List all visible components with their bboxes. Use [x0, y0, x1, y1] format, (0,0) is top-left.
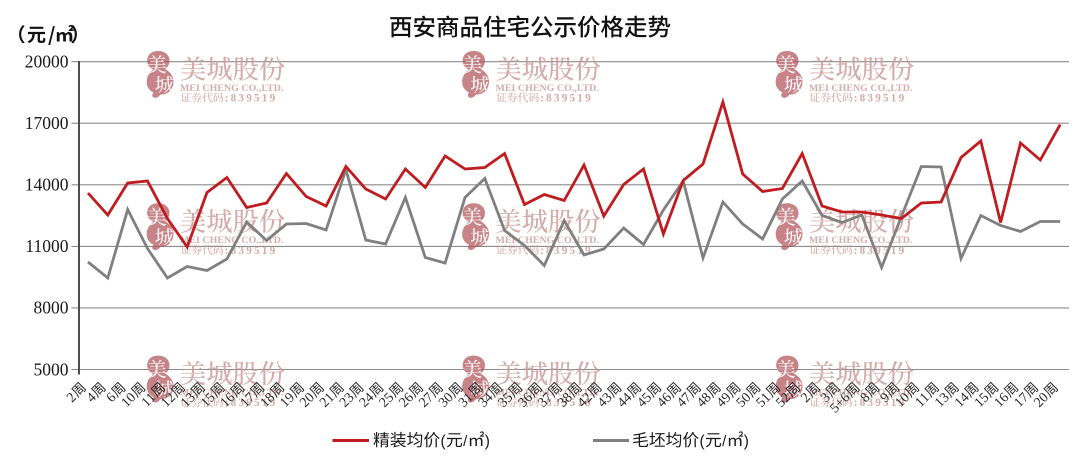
svg-text:MEI CHENG CO.,LTD.: MEI CHENG CO.,LTD.	[180, 235, 284, 246]
svg-text:MEI CHENG CO.,LTD.: MEI CHENG CO.,LTD.	[496, 235, 600, 246]
svg-text:14000: 14000	[25, 175, 69, 195]
svg-text::839519: :839519	[225, 397, 278, 409]
svg-text:MEI CHENG CO.,LTD.: MEI CHENG CO.,LTD.	[809, 235, 913, 246]
svg-text::839519: :839519	[854, 93, 907, 105]
svg-text:MEI CHENG CO.,LTD.: MEI CHENG CO.,LTD.	[496, 387, 600, 398]
svg-text:(: (	[700, 433, 706, 450]
svg-text:/: /	[722, 433, 727, 450]
svg-text:MEI CHENG CO.,LTD.: MEI CHENG CO.,LTD.	[809, 387, 913, 398]
svg-text:MEI CHENG CO.,LTD.: MEI CHENG CO.,LTD.	[496, 83, 600, 94]
svg-text:8000: 8000	[34, 298, 69, 318]
svg-text::839519: :839519	[540, 245, 593, 257]
svg-text::839519: :839519	[225, 93, 278, 105]
svg-text:): )	[485, 433, 490, 450]
svg-text::839519: :839519	[854, 245, 907, 257]
svg-text:11000: 11000	[25, 236, 68, 256]
svg-text:17000: 17000	[25, 113, 69, 133]
svg-text:MEI CHENG CO.,LTD.: MEI CHENG CO.,LTD.	[180, 387, 284, 398]
svg-text::839519: :839519	[540, 93, 593, 105]
svg-text::839519: :839519	[540, 397, 593, 409]
svg-text:5000: 5000	[34, 359, 69, 379]
svg-text:20000: 20000	[25, 52, 69, 72]
svg-text::839519: :839519	[854, 397, 907, 409]
svg-text:(: (	[441, 433, 447, 450]
svg-text::839519: :839519	[225, 245, 278, 257]
svg-text:MEI CHENG CO.,LTD.: MEI CHENG CO.,LTD.	[809, 83, 913, 94]
svg-text:): )	[744, 433, 749, 450]
svg-text:/: /	[463, 433, 468, 450]
svg-text:MEI CHENG CO.,LTD.: MEI CHENG CO.,LTD.	[180, 83, 284, 94]
